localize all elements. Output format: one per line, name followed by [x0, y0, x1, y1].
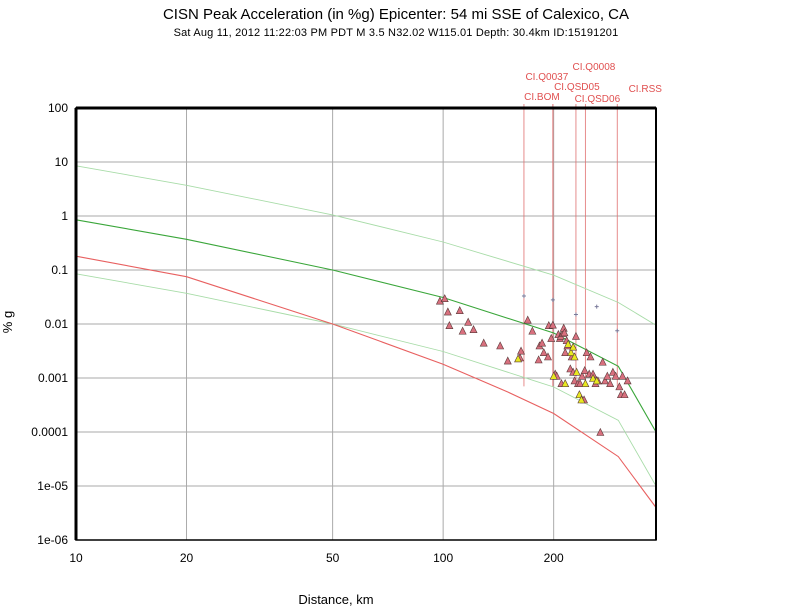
x-tick-label: 200 [544, 551, 564, 565]
data-point [618, 371, 627, 380]
data-point [567, 348, 576, 357]
data-point-cross [550, 297, 555, 302]
station-label: CI.Q0008 [573, 62, 616, 73]
data-point [547, 333, 556, 342]
data-point [561, 348, 570, 357]
data-point [577, 395, 586, 404]
data-point [503, 356, 512, 365]
curve-upper [75, 165, 657, 326]
y-tick-label: 100 [48, 101, 68, 115]
curve-median [75, 219, 657, 433]
y-tick-label: 0.1 [51, 263, 68, 277]
data-point [549, 371, 558, 380]
station-label: CI.QSD05 [554, 82, 600, 93]
data-point-cross [594, 304, 599, 309]
data-point [560, 328, 569, 337]
curve-median-alt [75, 255, 657, 508]
data-point [496, 341, 505, 350]
x-tick-label: 50 [326, 551, 340, 565]
data-point [564, 339, 573, 348]
data-point [548, 320, 557, 329]
data-point [445, 321, 454, 330]
station-label: CI.Q0037 [525, 72, 568, 83]
data-point [517, 346, 526, 355]
station-label: CI.QSD06 [575, 94, 621, 105]
data-point [572, 367, 581, 376]
data-point [620, 390, 629, 399]
data-point [538, 338, 547, 347]
data-point [464, 317, 473, 326]
x-tick-label: 100 [433, 551, 453, 565]
data-point [570, 352, 579, 361]
data-point [570, 376, 579, 385]
data-point [623, 376, 632, 385]
data-point [603, 371, 612, 380]
y-tick-label: 1e-06 [37, 533, 68, 547]
data-point [514, 354, 523, 363]
data-point [606, 379, 615, 388]
data-point [596, 427, 605, 436]
data-point [443, 307, 452, 316]
y-tick-label: 1e-05 [37, 479, 68, 493]
curve-lower [75, 273, 657, 487]
data-point [601, 376, 609, 385]
data-point-cross [615, 328, 620, 333]
data-point [543, 352, 552, 361]
x-tick-label: 10 [69, 551, 83, 565]
data-point [528, 326, 537, 335]
data-point [589, 373, 598, 382]
data-point [469, 325, 478, 334]
y-tick-label: 0.001 [38, 371, 68, 385]
data-point [582, 348, 591, 357]
data-point [598, 357, 607, 366]
data-point [592, 376, 601, 385]
y-tick-label: 0.0001 [31, 425, 68, 439]
data-point [615, 382, 624, 391]
x-axis-label: Distance, km [298, 592, 373, 607]
data-point [580, 365, 589, 374]
data-point [581, 379, 590, 388]
y-tick-label: 1 [61, 209, 68, 223]
data-point [586, 352, 595, 361]
data-point-cross [573, 312, 578, 317]
y-tick-label: 10 [55, 155, 69, 169]
chart-subtitle: Sat Aug 11, 2012 11:22:03 PM PDT M 3.5 N… [173, 27, 619, 39]
data-point [569, 342, 578, 351]
data-point [539, 348, 548, 357]
data-point [479, 338, 488, 347]
data-point [561, 379, 570, 388]
station-label: CI.BOM [524, 92, 560, 103]
data-point [576, 379, 585, 388]
x-tick-label: 20 [180, 551, 194, 565]
data-point [578, 371, 587, 380]
data-point [571, 331, 580, 340]
data-point-cross [521, 294, 526, 298]
station-label: CI.RSS [629, 84, 663, 95]
chart-title: CISN Peak Acceleration (in %g) Epicenter… [162, 6, 630, 23]
data-point [458, 326, 467, 335]
data-point [455, 306, 464, 315]
data-point [523, 315, 532, 324]
y-axis-label: % g [0, 311, 15, 333]
data-point [534, 355, 543, 364]
y-tick-label: 0.01 [45, 317, 69, 331]
data-point [440, 294, 449, 303]
data-point [611, 371, 620, 380]
